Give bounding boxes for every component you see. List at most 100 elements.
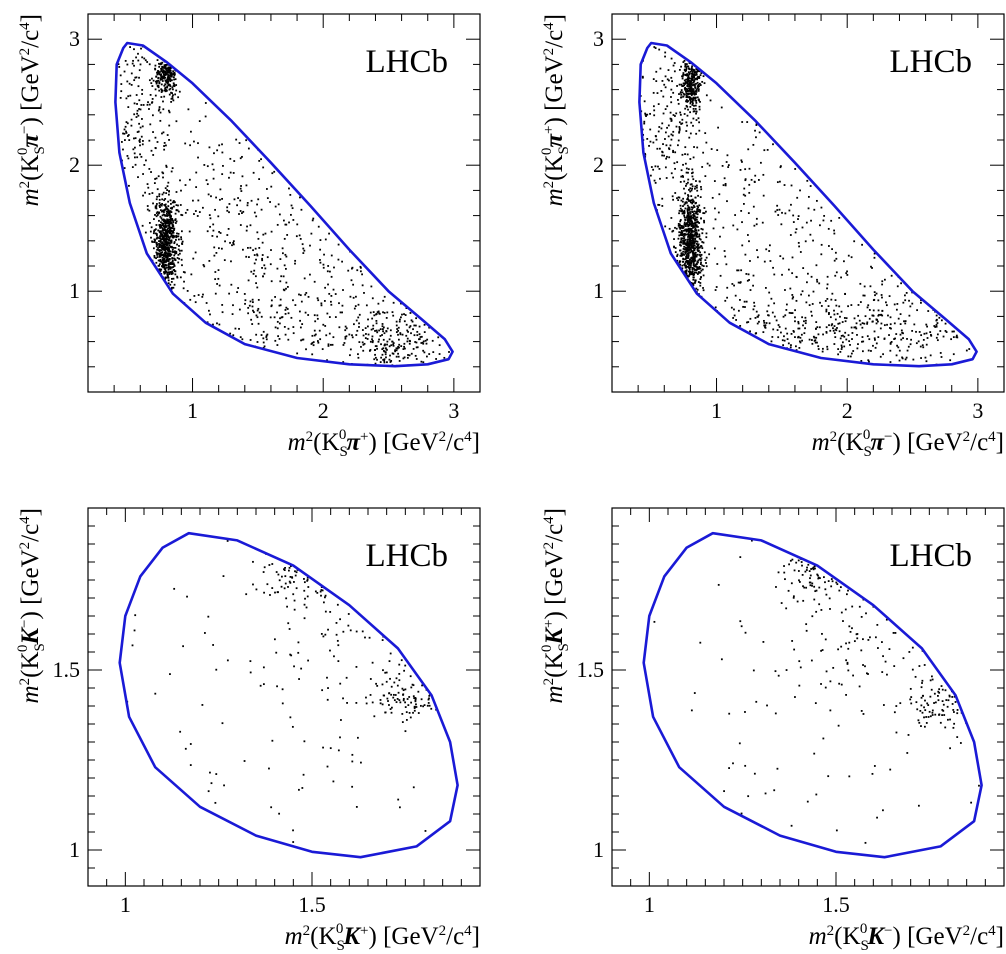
y-axis-title: m2(KS0π−) [GeV2/c4] <box>15 14 48 206</box>
scatter-point <box>165 225 168 227</box>
scatter-point <box>136 112 138 115</box>
scatter-point <box>186 595 188 598</box>
scatter-point <box>215 252 218 254</box>
scatter-point <box>221 311 224 314</box>
scatter-point <box>787 342 790 345</box>
scatter-point <box>693 110 696 113</box>
scatter-point <box>901 356 903 359</box>
scatter-point <box>854 326 857 329</box>
scatter-point <box>428 326 431 329</box>
scatter-point <box>791 256 794 259</box>
scatter-point <box>164 250 167 253</box>
scatter-point <box>233 160 236 162</box>
scatter-point <box>160 204 163 207</box>
scatter-point <box>162 76 165 79</box>
scatter-point <box>810 659 813 662</box>
scatter-point <box>282 275 285 278</box>
scatter-point <box>149 123 152 126</box>
scatter-point <box>187 108 190 111</box>
scatter-point <box>686 204 689 207</box>
scatter-point <box>737 281 740 284</box>
scatter-point <box>170 74 173 76</box>
scatter-point <box>772 328 775 331</box>
scatter-point <box>691 234 694 237</box>
scatter-point <box>154 232 157 235</box>
scatter-point <box>252 560 254 563</box>
scatter-point <box>944 689 947 692</box>
scatter-point <box>129 94 132 97</box>
axis-label-open: (K <box>834 923 860 950</box>
scatter-point <box>381 639 384 641</box>
scatter-point <box>689 211 691 213</box>
scatter-point <box>695 88 698 91</box>
scatter-point <box>241 212 243 215</box>
scatter-point <box>947 699 950 702</box>
scatter-point <box>303 740 306 743</box>
scatter-point <box>276 223 279 226</box>
scatter-point <box>813 585 816 588</box>
scatter-point <box>226 659 229 662</box>
scatter-point <box>137 114 140 117</box>
scatter-point <box>417 690 420 693</box>
scatter-point <box>886 673 888 676</box>
scatter-point <box>167 211 169 214</box>
scatter-point <box>414 699 417 702</box>
scatter-point <box>696 288 699 291</box>
scatter-point <box>830 219 833 222</box>
scatter-point <box>690 239 693 242</box>
axis-label-m: m <box>541 188 568 206</box>
axis-label-open: (K <box>837 429 863 456</box>
scatter-point <box>862 638 864 641</box>
scatter-point <box>154 228 157 231</box>
scatter-point <box>810 314 813 317</box>
scatter-point <box>840 683 843 686</box>
scatter-point <box>162 131 165 134</box>
scatter-point <box>692 245 695 248</box>
scatter-point <box>338 326 341 329</box>
scatter-point <box>158 62 160 65</box>
scatter-point <box>895 731 898 734</box>
scatter-point <box>848 641 851 644</box>
scatter-point <box>821 649 824 651</box>
scatter-point <box>688 200 690 202</box>
scatter-point <box>695 216 697 219</box>
scatter-point <box>678 130 681 133</box>
axis-label-sup: 2 <box>541 678 557 686</box>
scatter-point <box>178 245 180 247</box>
scatter-point <box>169 267 172 270</box>
scatter-point <box>398 360 401 362</box>
scatter-point <box>312 341 315 343</box>
scatter-point <box>303 589 306 592</box>
scatter-point <box>853 240 856 243</box>
axis-label-unit-end: ] <box>17 508 44 516</box>
scatter-point <box>167 265 170 268</box>
scatter-point <box>298 788 300 791</box>
scatter-point <box>322 323 325 326</box>
scatter-point <box>160 224 163 227</box>
scatter-point <box>374 345 377 347</box>
scatter-point <box>684 219 687 221</box>
scatter-point <box>876 816 878 819</box>
scatter-point <box>164 240 167 243</box>
scatter-point <box>171 227 174 230</box>
scatter-point <box>791 272 794 275</box>
scatter-point <box>753 301 756 304</box>
scatter-point <box>750 178 753 181</box>
scatter-point <box>643 120 646 123</box>
scatter-point <box>134 146 136 149</box>
scatter-point <box>655 70 658 73</box>
scatter-point <box>812 239 814 242</box>
scatter-point <box>856 633 859 635</box>
scatter-point <box>698 235 701 237</box>
scatter-point <box>849 344 851 346</box>
scatter-point <box>815 199 818 202</box>
scatter-point <box>664 55 666 58</box>
scatter-point <box>406 340 409 343</box>
scatter-point <box>169 228 171 231</box>
scatter-point <box>786 338 789 341</box>
scatter-point <box>120 83 123 85</box>
scatter-point <box>650 166 653 168</box>
scatter-point <box>141 88 144 91</box>
scatter-point <box>694 229 697 231</box>
scatter-point <box>160 268 163 271</box>
